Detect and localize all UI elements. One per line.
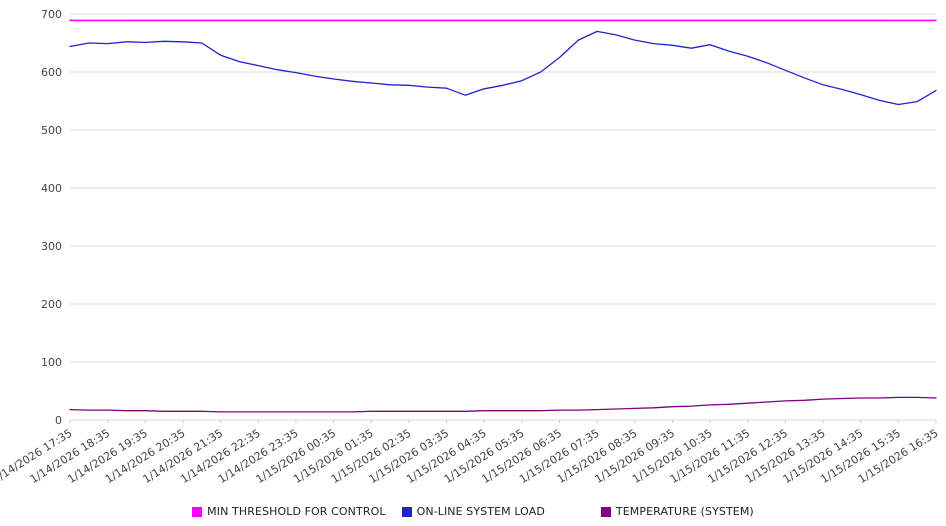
- legend-swatch-system-load-icon: [401, 506, 412, 517]
- y-tick-label: 400: [41, 182, 62, 195]
- y-tick-label: 300: [41, 240, 62, 253]
- series-line-1: [69, 30, 937, 106]
- legend-item-system-load[interactable]: ON-LINE SYSTEM LOAD: [401, 505, 545, 518]
- legend-swatch-temperature-icon: [600, 506, 611, 517]
- series-line-2: [69, 396, 937, 413]
- y-tick-label: 500: [41, 124, 62, 137]
- y-tick-label: 600: [41, 66, 62, 79]
- legend-label-system-load: ON-LINE SYSTEM LOAD: [416, 505, 545, 518]
- legend-label-temperature: TEMPERATURE (SYSTEM): [615, 505, 754, 518]
- y-tick-label: 700: [41, 8, 62, 21]
- legend-item-temperature[interactable]: TEMPERATURE (SYSTEM): [600, 505, 754, 518]
- y-tick-label: 100: [41, 356, 62, 369]
- chart-legend: MIN THRESHOLD FOR CONTROL ON-LINE SYSTEM…: [0, 505, 946, 518]
- legend-item-min-threshold[interactable]: MIN THRESHOLD FOR CONTROL: [192, 505, 385, 518]
- y-tick-label: 0: [55, 414, 62, 427]
- y-tick-label: 200: [41, 298, 62, 311]
- legend-swatch-min-threshold-icon: [192, 506, 203, 517]
- legend-label-min-threshold: MIN THRESHOLD FOR CONTROL: [207, 505, 386, 518]
